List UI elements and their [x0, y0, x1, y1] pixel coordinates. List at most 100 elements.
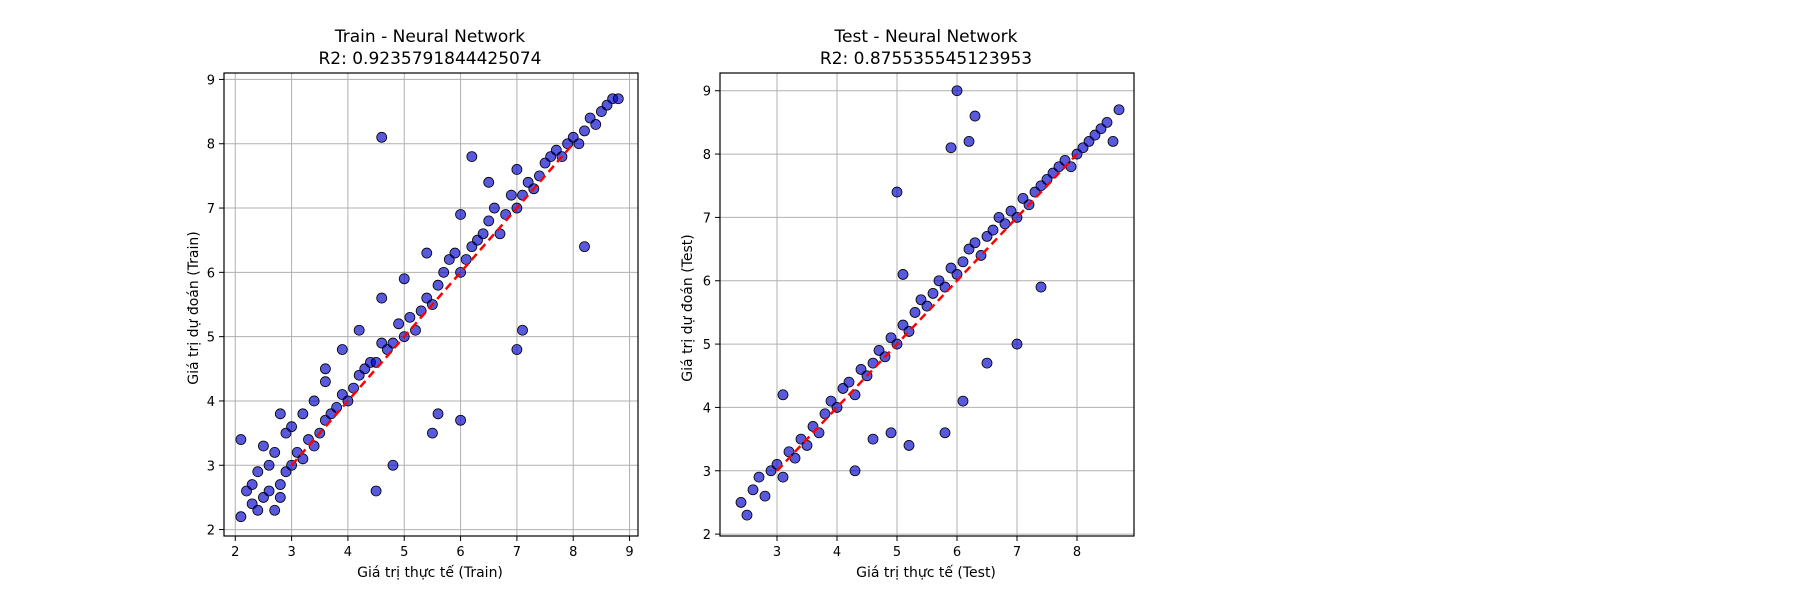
- test-data-point: [1035, 281, 1047, 293]
- train-data-point: [269, 447, 281, 458]
- train-data-point: [466, 151, 478, 162]
- test-y-tick-label: 2: [703, 528, 711, 543]
- train-y-tick-label: 3: [207, 459, 215, 474]
- train-data-point: [252, 504, 264, 516]
- test-data-point: [909, 307, 921, 318]
- test-chart-title: Test - Neural Network: [834, 27, 1018, 47]
- test-data-point: [891, 186, 903, 198]
- train-data-point: [286, 421, 297, 433]
- train-x-tick-label: 7: [513, 545, 521, 560]
- train-data-point: [370, 485, 382, 497]
- test-data-point: [897, 269, 909, 280]
- test-data-point: [957, 395, 969, 407]
- test-data-point: [927, 288, 939, 299]
- test-y-tick-label: 9: [703, 85, 711, 100]
- train-y-tick-label: 5: [207, 331, 215, 346]
- train-data-point: [573, 138, 585, 150]
- test-data-point: [1113, 104, 1125, 116]
- train-plot-area: 2 3 4 5 6 7 8 9 2 3 4 5 6 7 8 9: [207, 72, 639, 560]
- test-data-point: [735, 497, 747, 508]
- test-x-tick-label: 5: [893, 545, 901, 560]
- train-data-point: [505, 189, 517, 201]
- train-data-point: [274, 479, 286, 490]
- train-data-point: [483, 176, 495, 188]
- test-data-point: [789, 452, 801, 464]
- train-y-tick-label: 6: [207, 266, 215, 281]
- train-data-point: [319, 376, 331, 388]
- test-data-point: [885, 427, 897, 439]
- test-data-point: [753, 471, 765, 483]
- train-y-tick-label: 4: [207, 395, 215, 410]
- train-chart-r2-subtitle: R2: 0.9235791844425074: [318, 49, 541, 69]
- test-x-tick-label: 8: [1073, 545, 1081, 560]
- test-data-point: [1107, 136, 1119, 147]
- train-chart-title: Train - Neural Network: [334, 27, 525, 47]
- test-y-tick-label: 6: [703, 275, 711, 290]
- test-data-point: [957, 256, 969, 268]
- train-y-tick-label: 7: [207, 202, 215, 217]
- train-y-tick-label: 8: [207, 138, 215, 153]
- train-data-point: [235, 434, 247, 445]
- test-data-point: [981, 357, 993, 369]
- train-data-point: [398, 273, 410, 285]
- test-data-point: [849, 465, 861, 477]
- train-data-point: [432, 408, 444, 420]
- train-x-tick-label: 6: [456, 545, 464, 560]
- train-y-tick-label: 9: [207, 73, 215, 88]
- test-data-point: [777, 389, 789, 401]
- test-chart: Test - Neural Network R2: 0.875535545123…: [680, 27, 1135, 581]
- train-data-point: [258, 440, 269, 452]
- test-data-point: [741, 509, 753, 521]
- train-data-point: [488, 202, 500, 214]
- test-x-tick-label: 6: [953, 545, 961, 560]
- train-data-point: [376, 292, 388, 304]
- test-data-point: [903, 440, 915, 451]
- test-data-point: [969, 237, 981, 249]
- test-data-point: [969, 110, 981, 122]
- test-data-point: [1101, 117, 1113, 128]
- train-data-point: [455, 209, 466, 220]
- test-data-point: [747, 484, 759, 496]
- train-x-tick-label: 5: [400, 545, 408, 560]
- test-data-point: [777, 471, 789, 483]
- train-data-point: [308, 395, 320, 407]
- test-y-tick-label: 8: [703, 148, 711, 163]
- test-plot-area: 3 4 5 6 7 8 2 3 4 5 6 7 8 9: [703, 72, 1135, 560]
- train-y-tick-label: 2: [207, 524, 215, 539]
- train-x-axis-label: Giá trị thực tế (Train): [357, 564, 503, 581]
- train-data-point: [353, 324, 365, 336]
- train-data-point: [460, 254, 472, 265]
- train-data-point: [421, 247, 433, 259]
- train-data-point: [263, 485, 275, 497]
- test-data-point: [987, 224, 999, 236]
- test-data-point: [939, 427, 951, 439]
- test-x-axis-label: Giá trị thực tế (Test): [856, 564, 996, 581]
- test-x-tick-label: 3: [773, 545, 781, 560]
- train-data-point: [387, 459, 399, 471]
- train-data-point: [517, 324, 528, 336]
- test-data-point: [759, 490, 771, 502]
- train-data-point: [432, 279, 444, 291]
- train-data-point: [579, 125, 590, 137]
- train-data-point: [393, 318, 405, 330]
- test-y-tick-label: 4: [703, 401, 711, 416]
- train-data-point: [252, 466, 264, 478]
- test-data-point: [867, 433, 879, 445]
- test-y-tick-label: 3: [703, 465, 711, 480]
- train-chart: Train - Neural Network R2: 0.92357918444…: [186, 27, 639, 581]
- train-data-point: [336, 344, 348, 355]
- train-y-axis-label: Giá trị dự đoán (Train): [186, 231, 202, 384]
- test-x-tick-label: 4: [833, 545, 841, 560]
- train-axes-frame: [223, 72, 639, 537]
- train-data-point: [263, 459, 275, 471]
- train-data-point: [455, 414, 466, 426]
- train-data-point: [511, 344, 523, 355]
- train-data-point: [483, 215, 495, 227]
- train-reference-line: [290, 142, 575, 467]
- train-data-point: [494, 228, 506, 240]
- test-x-tick-label: 7: [1013, 545, 1021, 560]
- test-data-point: [999, 218, 1011, 230]
- test-y-axis-label: Giá trị dự đoán (Test): [680, 234, 696, 381]
- train-data-point: [579, 241, 590, 253]
